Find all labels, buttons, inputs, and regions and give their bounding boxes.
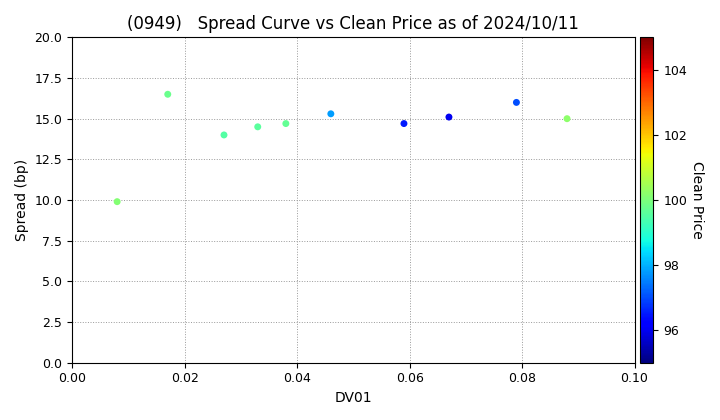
Title: (0949)   Spread Curve vs Clean Price as of 2024/10/11: (0949) Spread Curve vs Clean Price as of… [127, 15, 580, 33]
X-axis label: DV01: DV01 [335, 391, 372, 405]
Point [112, 198, 123, 205]
Y-axis label: Clean Price: Clean Price [690, 161, 703, 239]
Point [325, 110, 337, 117]
Point [252, 123, 264, 130]
Point [562, 116, 573, 122]
Point [280, 120, 292, 127]
Y-axis label: Spread (bp): Spread (bp) [15, 159, 29, 241]
Point [444, 114, 455, 121]
Point [398, 120, 410, 127]
Point [218, 131, 230, 138]
Point [510, 99, 522, 106]
Point [162, 91, 174, 97]
